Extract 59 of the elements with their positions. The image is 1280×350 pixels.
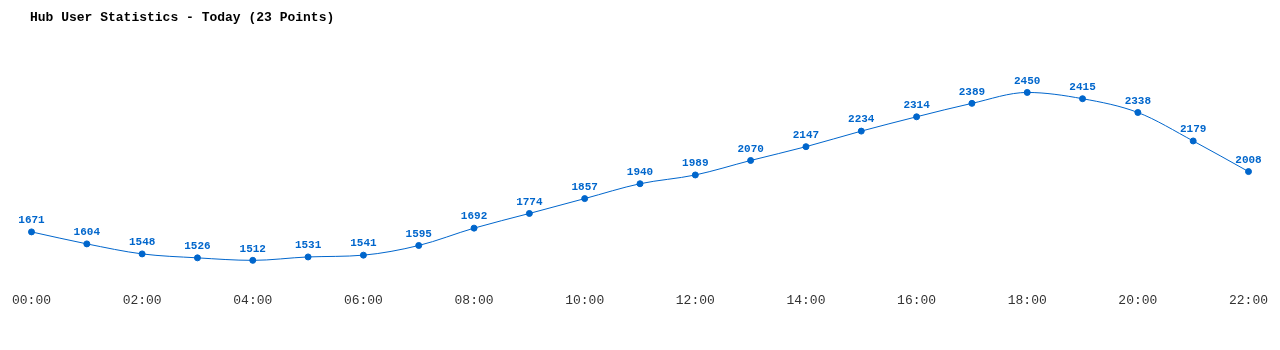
x-tick-label: 14:00 [786,292,826,308]
x-tick-label: 22:00 [1228,292,1268,308]
point [857,127,865,135]
point [359,251,367,259]
point [249,256,257,264]
point [691,171,699,179]
point [1023,88,1031,96]
point [913,113,921,121]
point [1079,95,1087,103]
data-label: 1671 [18,214,46,227]
x-tick-label: 02:00 [122,292,162,308]
point [138,250,146,258]
x-tick-label: 16:00 [897,292,937,308]
point [968,99,976,107]
data-label: 2179 [1179,123,1207,136]
data-label: 2415 [1069,80,1097,93]
data-label: 2147 [792,128,820,141]
point [470,224,478,232]
point [83,240,91,248]
point [193,254,201,262]
x-tick-label: 12:00 [675,292,715,308]
chart-title: Hub User Statistics - Today (23 Points) [30,10,335,26]
x-tick-label: 00:00 [12,292,52,308]
point [1245,168,1252,176]
point [415,242,423,249]
point [636,180,644,188]
data-label: 1774 [516,195,543,208]
x-tick-label: 18:00 [1007,292,1047,308]
data-label: 2338 [1124,94,1152,107]
data-label: 1595 [405,227,433,240]
data-label: 2008 [1235,153,1263,166]
x-tick-label: 08:00 [454,292,494,308]
point [1189,137,1197,145]
data-label: 1692 [460,210,488,223]
data-label: 1548 [128,236,156,249]
x-tick-label: 06:00 [343,292,383,308]
data-label: 1940 [626,166,654,179]
point [525,209,533,217]
point [304,253,312,261]
data-label: 1526 [184,240,211,253]
point [581,195,589,203]
data-label: 2234 [848,113,875,126]
x-tick-label: 10:00 [565,292,605,308]
data-label: 1857 [571,180,598,193]
x-tick-label: 20:00 [1118,292,1158,308]
point [747,156,755,164]
data-label: 1531 [294,239,322,252]
data-label: 1512 [239,242,266,255]
data-label: 1541 [350,237,378,250]
data-label: 2389 [958,85,986,98]
data-label: 1989 [682,157,709,170]
point [28,228,35,236]
x-tick-label: 04:00 [233,292,273,308]
point [802,143,810,151]
point [1134,109,1142,116]
data-label: 2450 [1014,74,1041,87]
data-label: 1604 [73,226,101,239]
data-label: 2070 [737,142,764,155]
data-label: 2314 [903,99,931,112]
